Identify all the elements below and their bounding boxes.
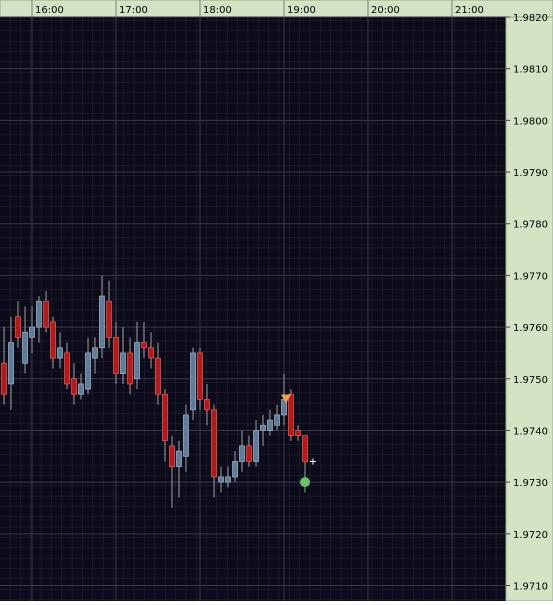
x-tick-label: 16:00 [35, 5, 64, 16]
candle-body [36, 300, 42, 328]
y-tick-label: 1.9720 [513, 530, 548, 541]
y-tick-label: 1.9750 [513, 375, 548, 386]
y-tick-label: 1.9780 [513, 220, 548, 231]
candle-body [15, 316, 21, 338]
candle-body [106, 300, 112, 338]
candle-body [141, 342, 147, 349]
candle-body [78, 383, 84, 395]
candle-body [50, 321, 56, 359]
candle-body [92, 347, 98, 359]
candle-body [239, 445, 245, 462]
candle-body [253, 430, 259, 462]
candle-body [183, 414, 189, 457]
y-tick-label: 1.9810 [513, 65, 548, 76]
fine-grid [0, 17, 506, 601]
y-tick-label: 1.9770 [513, 271, 548, 282]
candle-body [232, 461, 238, 478]
candle-body [204, 399, 210, 411]
y-tick-label: 1.9710 [513, 581, 548, 592]
y-tick-label: 1.9790 [513, 168, 548, 179]
candle-body [302, 435, 308, 462]
candle-body [85, 352, 91, 390]
candle-body [260, 424, 266, 431]
candle-body [218, 476, 224, 483]
x-tick-label: 21:00 [455, 5, 484, 16]
candle-body [43, 300, 49, 328]
candle-body [197, 352, 203, 400]
candle-body [190, 352, 196, 411]
marker-cross [309, 458, 316, 465]
marker-triangle [281, 394, 292, 404]
y-tick-label: 1.9800 [513, 116, 548, 127]
candle-body [162, 393, 168, 442]
y-tick-label: 1.9760 [513, 323, 548, 334]
x-tick-label: 17:00 [119, 5, 148, 16]
candle-body [8, 342, 14, 385]
candle-body [295, 430, 301, 437]
candle-body [246, 445, 252, 462]
candle-body [99, 295, 105, 349]
candle-body [148, 347, 154, 359]
candle-body [274, 414, 280, 426]
candle-body [113, 337, 119, 375]
price-axis [505, 16, 553, 602]
candle-body [288, 393, 294, 437]
y-tick-label: 1.9730 [513, 478, 548, 489]
x-tick-label: 20:00 [371, 5, 400, 16]
marker-circle [299, 477, 310, 488]
candle-body [57, 347, 63, 359]
x-tick-label: 19:00 [287, 5, 316, 16]
x-tick-label: 18:00 [203, 5, 232, 16]
candle-body [155, 357, 161, 395]
y-tick-label: 1.9820 [513, 13, 548, 24]
candle-body [127, 352, 133, 385]
candle-body [29, 326, 35, 338]
candle-body [134, 342, 140, 380]
candle-body [211, 409, 217, 478]
candle-body [225, 476, 231, 483]
candle-body [176, 450, 182, 468]
candle-body [120, 352, 126, 375]
candle-body [64, 352, 70, 385]
candle-body [267, 419, 273, 431]
candle-body [71, 378, 77, 395]
candle-body [169, 445, 175, 468]
y-tick-label: 1.9740 [513, 426, 548, 437]
candle-body [1, 362, 7, 395]
candle-body [22, 331, 28, 364]
